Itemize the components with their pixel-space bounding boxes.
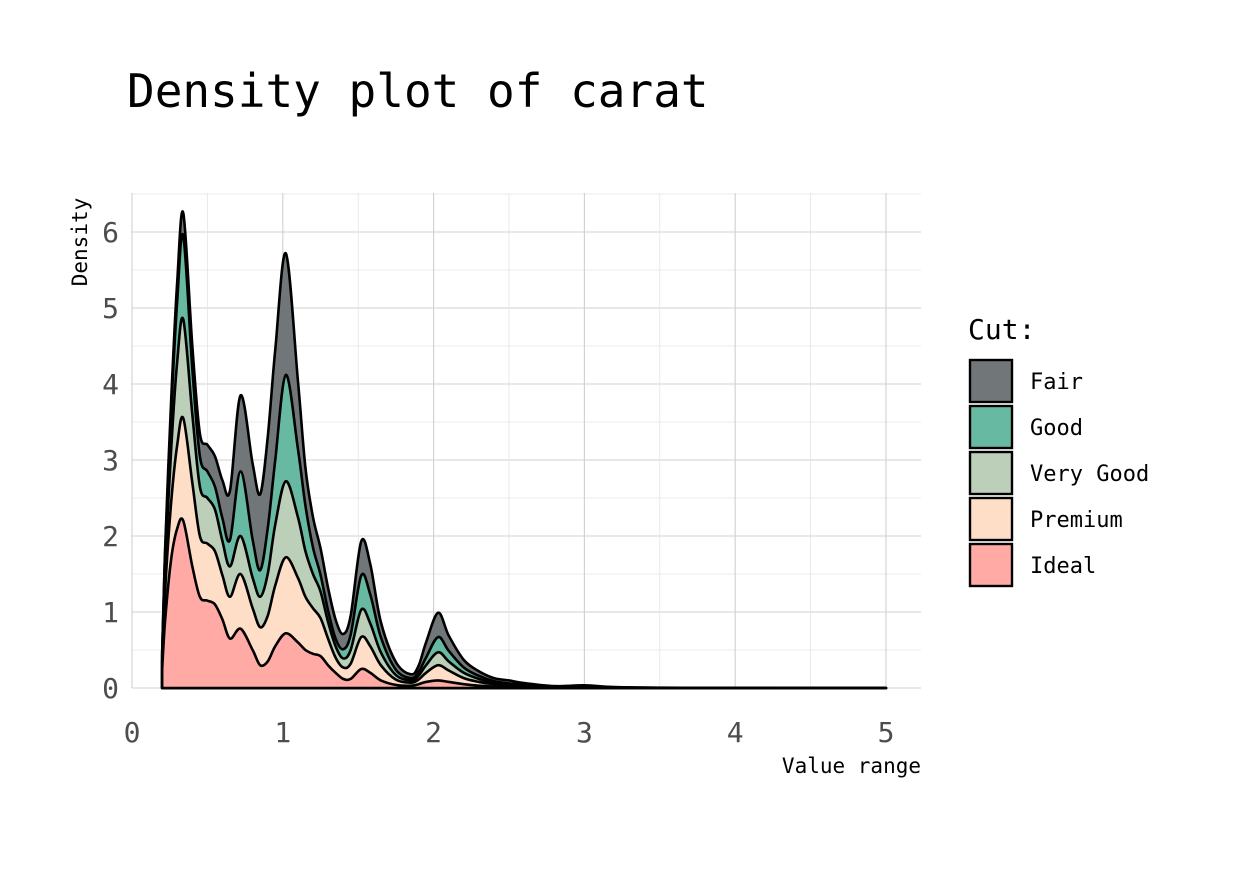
legend-swatch [968, 404, 1014, 450]
y-tick-label: 2 [102, 520, 119, 553]
y-tick-label: 5 [102, 292, 119, 325]
y-axis-ticks: 0 1 2 3 4 5 6 [102, 216, 119, 705]
chart-title: Density plot of carat [127, 64, 709, 118]
x-tick-label: 4 [727, 716, 744, 749]
y-tick-label: 0 [102, 672, 119, 705]
y-tick-label: 3 [102, 444, 119, 477]
legend: Cut: Fair Good Very Good Premium Ideal [968, 313, 1149, 588]
area-ideal [160, 517, 888, 690]
x-tick-label: 1 [274, 716, 291, 749]
x-tick-label: 2 [425, 716, 442, 749]
y-tick-label: 4 [102, 368, 119, 401]
legend-label: Ideal [1030, 554, 1096, 579]
y-tick-label: 1 [102, 596, 119, 629]
legend-swatch [968, 542, 1014, 588]
legend-label: Good [1030, 416, 1083, 441]
legend-swatch [968, 496, 1014, 542]
legend-swatch [968, 358, 1014, 404]
y-tick-label: 6 [102, 216, 119, 249]
legend-swatch [968, 450, 1014, 496]
x-tick-label: 0 [124, 716, 141, 749]
legend-title: Cut: [968, 313, 1035, 346]
stacked-areas [160, 210, 888, 690]
x-axis-label: Value range [782, 754, 921, 778]
x-axis-ticks: 0 1 2 3 4 5 [124, 716, 895, 749]
x-tick-label: 5 [878, 716, 895, 749]
x-tick-label: 3 [576, 716, 593, 749]
legend-label: Very Good [1030, 462, 1149, 487]
y-axis-label: Density [68, 198, 92, 287]
legend-label: Fair [1030, 370, 1083, 395]
legend-label: Premium [1030, 508, 1123, 533]
